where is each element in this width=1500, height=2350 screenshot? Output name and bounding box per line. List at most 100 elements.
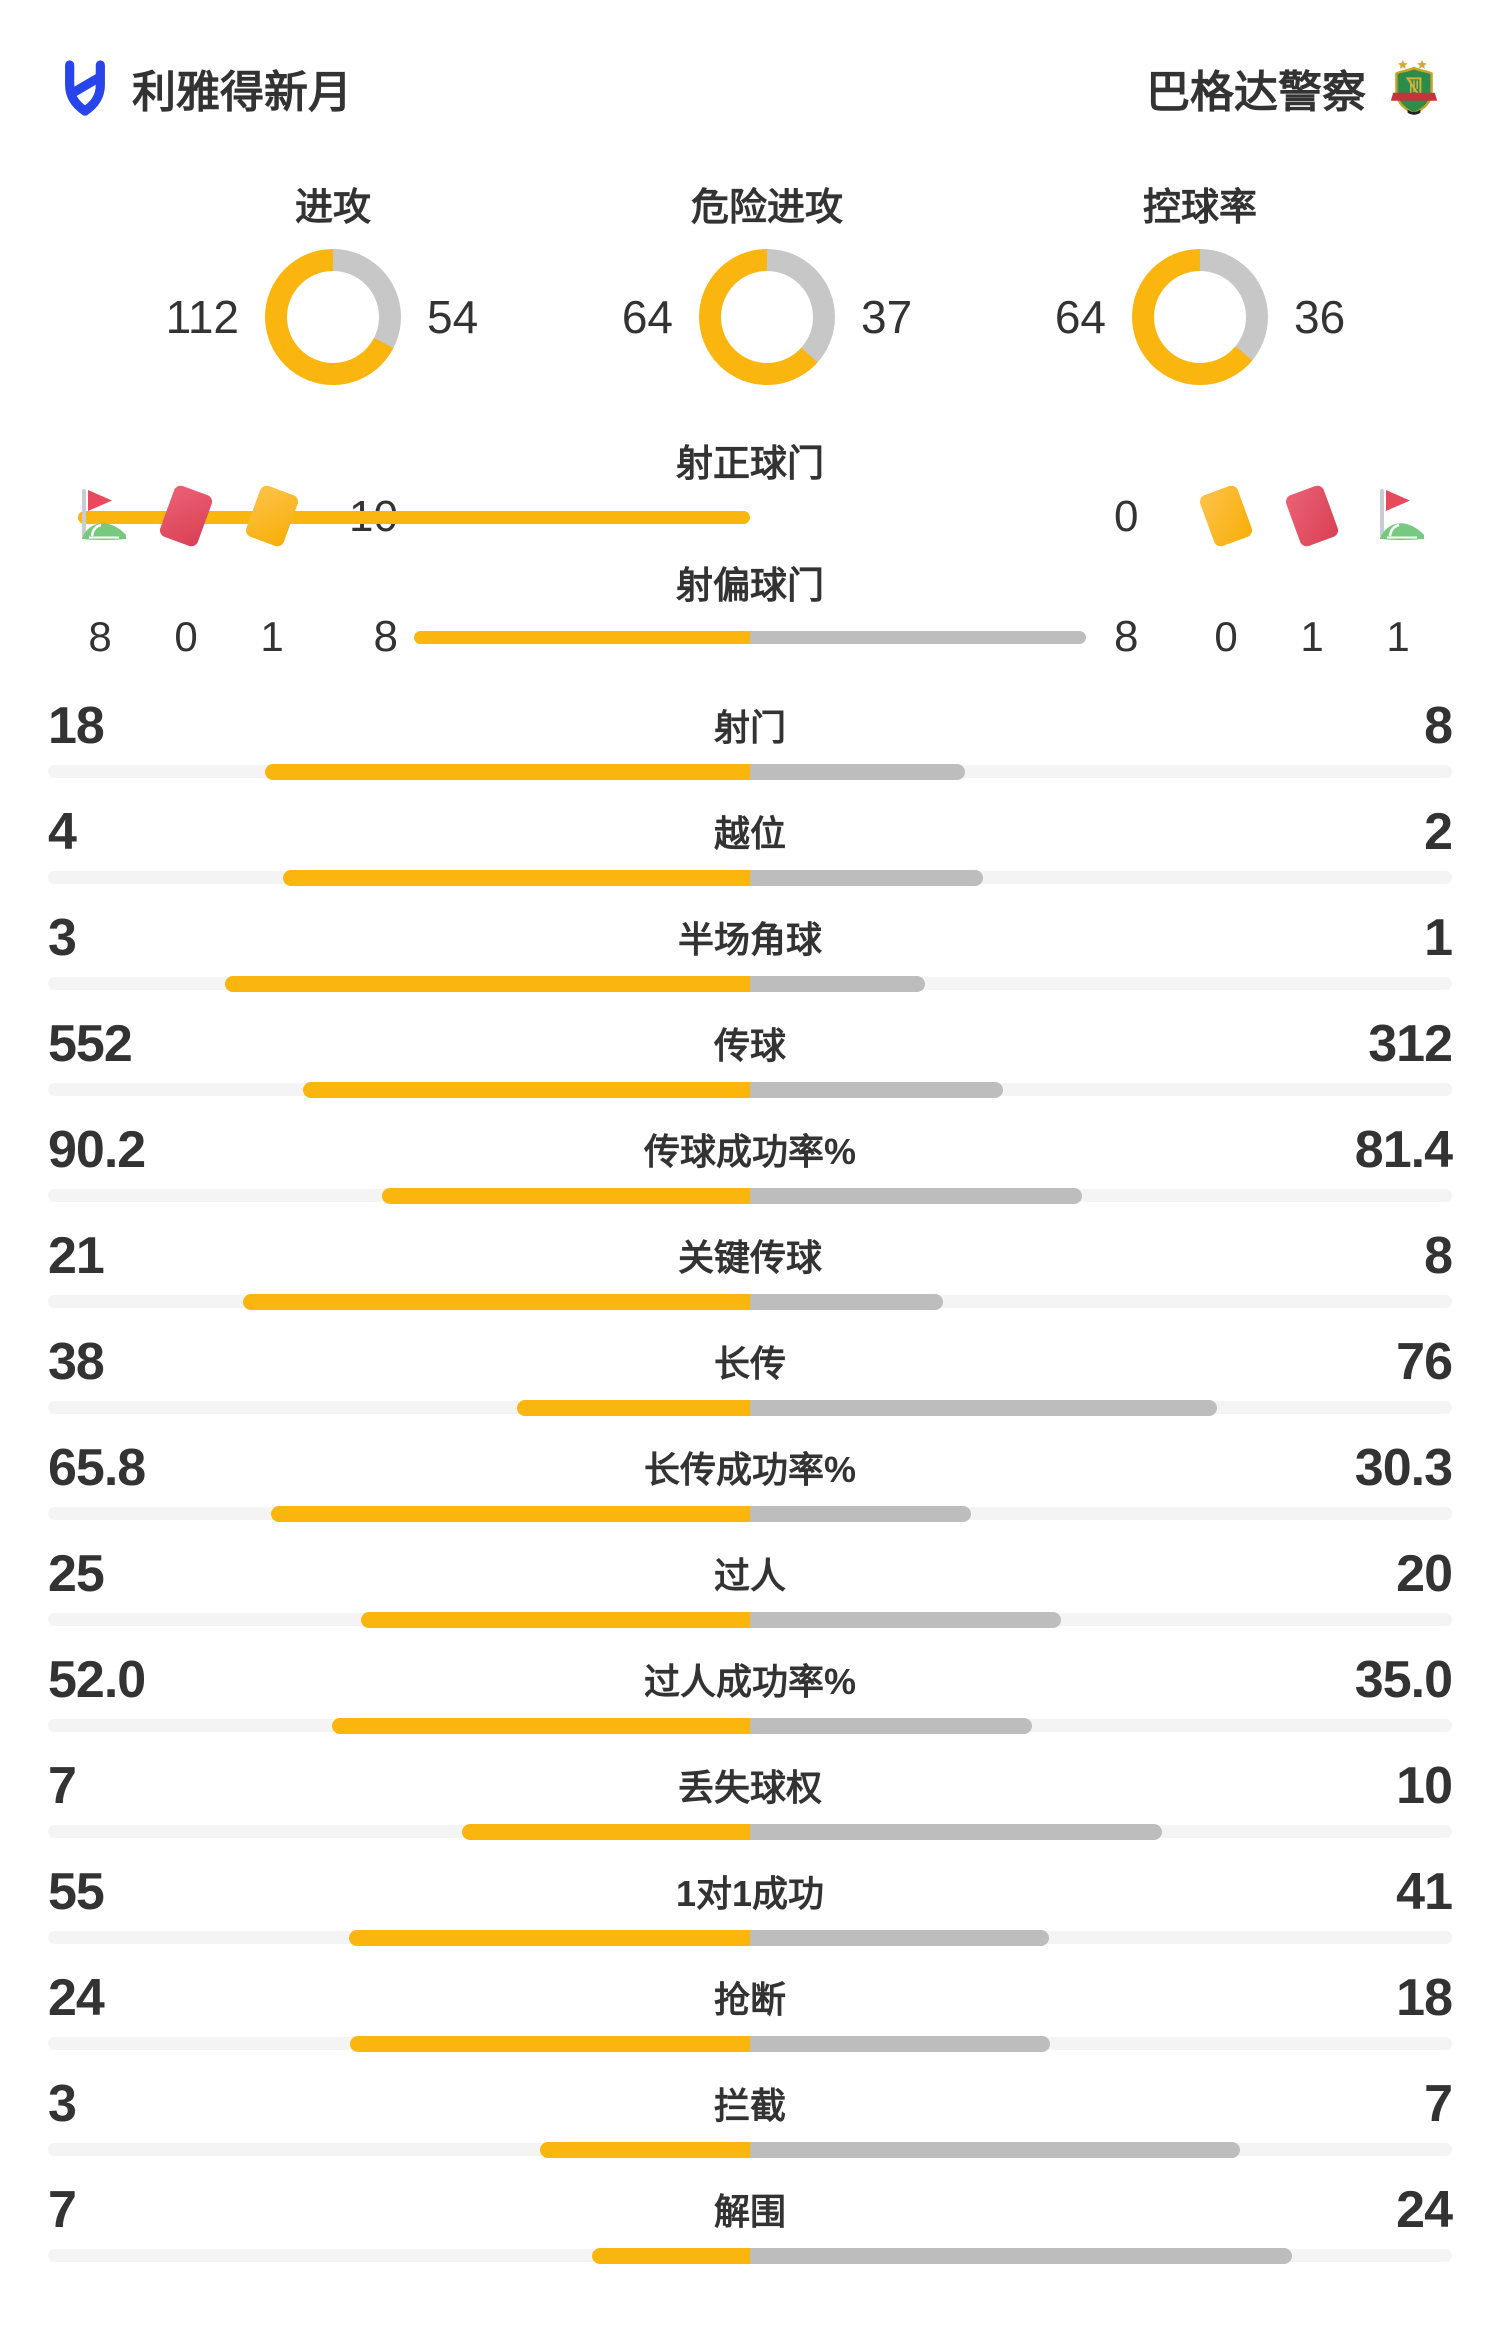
corner-flag-icon: [72, 487, 128, 545]
shots-on-target-label: 射正球门: [676, 443, 824, 484]
stat-bar-home: [350, 2036, 750, 2052]
stat-home-value: 7: [48, 2181, 77, 2239]
stat-label: 过人成功率%: [643, 1661, 856, 1702]
stat-away-value: 35.0: [1354, 1651, 1453, 1709]
shots-section: 射正球门 1 0 0 射偏球门 8 8 8 0 1 0 1 1: [0, 430, 1500, 690]
stat-bar-home: [540, 2142, 750, 2158]
donut-title: 进攻: [294, 187, 371, 229]
stat-away-value: 24: [1396, 2181, 1453, 2239]
header: 利雅得新月 巴格达警察: [0, 36, 1500, 140]
stat-away-value: 20: [1396, 1545, 1453, 1603]
stat-bar-away: [750, 870, 984, 886]
stat-away-value: 8: [1424, 1227, 1453, 1285]
stat-bar-home: [461, 1824, 750, 1840]
stat-bar: [48, 1294, 1452, 1310]
away-events-counts: 0 1 1: [1198, 609, 1426, 665]
stat-label: 射门: [713, 707, 786, 748]
stat-bar-away: [750, 1930, 1049, 1946]
donut-title: 控球率: [1142, 187, 1257, 229]
stat-row: 7 解围 24: [0, 2174, 1500, 2280]
stat-bar-home: [302, 1082, 750, 1098]
stat-home-value: 38: [48, 1333, 105, 1391]
donut-row: 112 54: [113, 249, 553, 385]
home-events-counts: 8 0 1: [72, 609, 300, 665]
stat-label: 越位: [713, 813, 786, 854]
donut-away-value: 54: [427, 291, 479, 343]
stat-bar-away: [750, 764, 966, 780]
yellow-card-icon: [1197, 483, 1255, 549]
stat-row: 18 射门 8: [0, 690, 1500, 796]
stat-away-value: 81.4: [1354, 1121, 1453, 1179]
stat-home-value: 7: [48, 1757, 77, 1815]
stat-bar: [48, 2248, 1452, 2264]
stat-label: 过人: [713, 1555, 786, 1596]
shots-off-target-away-value: 8: [1114, 612, 1139, 661]
stat-bar-home: [265, 764, 750, 780]
shot-bar-away: [750, 631, 1086, 644]
shots-on-target-away-value: 0: [1114, 492, 1139, 541]
donut-group: 危险进攻 64 37: [547, 176, 987, 385]
stat-away-value: 1: [1424, 909, 1453, 967]
stat-bar-away: [750, 1188, 1083, 1204]
stat-bar: [48, 976, 1452, 992]
event-count: 0: [1214, 613, 1238, 660]
stat-row: 552 传球 312: [0, 1008, 1500, 1114]
stat-row: 21 关键传球 8: [0, 1220, 1500, 1326]
stat-bar: [48, 1506, 1452, 1522]
stat-bar-home: [591, 2248, 750, 2264]
donut-row: 64 36: [980, 249, 1420, 385]
stat-bar-away: [750, 1612, 1062, 1628]
shots-off-target-label: 射偏球门: [676, 565, 824, 606]
stat-bar-away: [750, 1506, 971, 1522]
donut-chart: [699, 249, 835, 385]
donut-chart: [265, 249, 401, 385]
stat-bar-away: [750, 1824, 1162, 1840]
stat-bar-away: [750, 2142, 1240, 2158]
stat-label: 长传成功率%: [643, 1449, 856, 1490]
stat-bar: [48, 870, 1452, 886]
stat-bar-away: [750, 2248, 1292, 2264]
donut-chart: [1132, 249, 1268, 385]
donut-home-value: 64: [1054, 291, 1106, 343]
stat-home-value: 552: [48, 1015, 133, 1073]
stat-bar: [48, 1612, 1452, 1628]
yellow-card-icon: [243, 483, 301, 549]
team-home[interactable]: 利雅得新月: [62, 56, 352, 120]
stat-bar: [48, 1188, 1452, 1204]
stat-home-value: 3: [48, 909, 77, 967]
stat-away-value: 41: [1396, 1863, 1453, 1921]
donut-home-value: 64: [621, 291, 673, 343]
stat-label: 关键传球: [677, 1237, 822, 1278]
team-away[interactable]: 巴格达警察: [1146, 56, 1438, 120]
corner-flag-icon: [1370, 487, 1426, 545]
stat-row: 52.0 过人成功率% 35.0: [0, 1644, 1500, 1750]
stat-bar-away: [750, 1718, 1032, 1734]
stat-label: 传球: [713, 1025, 786, 1066]
stat-label: 解围: [713, 2191, 786, 2232]
stat-bar-away: [750, 1294, 944, 1310]
stat-away-value: 7: [1424, 2075, 1453, 2133]
stat-label: 1对1成功: [675, 1873, 825, 1914]
shorta-crest-icon: [1390, 60, 1438, 115]
stat-away-value: 18: [1396, 1969, 1453, 2027]
stat-row: 55 1对1成功 41: [0, 1856, 1500, 1962]
red-card-icon: [1283, 483, 1341, 549]
donut-group: 进攻 112 54: [113, 176, 553, 385]
stat-row: 3 半场角球 1: [0, 902, 1500, 1008]
stat-home-value: 90.2: [48, 1121, 146, 1179]
event-count: 1: [260, 613, 284, 660]
stats-section: 18 射门 8 4 越位 2 3 半场角球 1 552 传球 312: [0, 690, 1500, 2280]
stat-row: 90.2 传球成功率% 81.4: [0, 1114, 1500, 1220]
stat-away-value: 312: [1368, 1015, 1453, 1073]
shots-on-target-bar: [78, 511, 1086, 524]
stat-home-value: 18: [48, 697, 105, 755]
hilal-logo-icon: [65, 60, 105, 116]
stat-row: 4 越位 2: [0, 796, 1500, 902]
stat-row: 7 丢失球权 10: [0, 1750, 1500, 1856]
stat-away-value: 30.3: [1354, 1439, 1453, 1497]
stat-row: 25 过人 20: [0, 1538, 1500, 1644]
stat-home-value: 52.0: [48, 1651, 146, 1709]
stat-bar: [48, 1930, 1452, 1946]
event-count: 1: [1300, 613, 1324, 660]
stat-label: 传球成功率%: [643, 1131, 856, 1172]
